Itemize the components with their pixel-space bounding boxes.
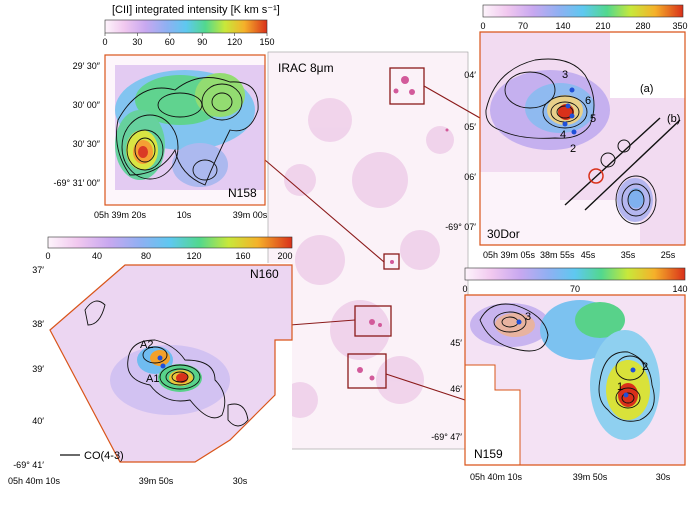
ra-tick: 10s [177, 210, 192, 220]
dec-tick: 29′ 30″ [73, 61, 101, 71]
colorbar-tick: 0 [102, 37, 107, 47]
marker-label: 1 [617, 381, 623, 393]
irac-box-n159 [347, 353, 387, 389]
dec-tick: 37′ [32, 265, 44, 275]
dec-tick: -69° 31′ 00″ [53, 178, 100, 188]
ra-tick: 05h 40m 10s [8, 476, 61, 486]
panel-n160-frame [49, 264, 293, 463]
dec-tick: 30′ 00″ [73, 100, 101, 110]
colorbar-30dor: 0 70 140 210 280 350 [480, 4, 688, 31]
ra-tick: 05h 39m 20s [94, 210, 147, 220]
marker-label: 3 [562, 69, 568, 81]
panel-n158: N158 29′ 30″ 30′ 00″ 30′ 30″ -69° 31′ 00… [53, 54, 268, 220]
colorbar-tick: 0 [45, 251, 50, 261]
ra-tick: 39m 50s [139, 476, 174, 486]
panel-n159-frame [464, 294, 686, 466]
ra-tick: 35s [621, 250, 636, 260]
dec-tick: 30′ 30″ [73, 139, 101, 149]
marker-label: 2 [570, 143, 576, 155]
dec-tick: 38′ [32, 319, 44, 329]
ra-tick: 39m 00s [233, 210, 268, 220]
irac-box-n160 [354, 305, 392, 337]
ra-tick: 30s [656, 472, 671, 482]
panel-n158-name: N158 [228, 186, 257, 200]
colorbar-n160: 0 40 80 120 160 200 [45, 236, 293, 261]
ra-tick: 38m 55s [540, 250, 575, 260]
colorbar-tick: 60 [165, 37, 175, 47]
colorbar-tick: 210 [595, 21, 610, 31]
dec-tick: -69° 41′ [13, 460, 44, 470]
marker-label: 4 [560, 129, 566, 141]
colorbar-n158: [CII] integrated intensity [K km s⁻¹] 0 … [102, 4, 279, 47]
colorbar-tick: 120 [227, 37, 242, 47]
panel-n160-name: N160 [250, 267, 279, 281]
panel-30dor: 3 6 5 4 2 (a) (b) 30Dor 04′ 05′ 06′ -69°… [445, 31, 686, 260]
dec-tick: 46′ [450, 384, 462, 394]
irac-label: IRAC 8μm [278, 61, 334, 75]
panel-n159-name: N159 [474, 447, 503, 461]
ra-tick: 30s [233, 476, 248, 486]
dec-tick: 04′ [464, 70, 476, 80]
colorbar-tick: 40 [92, 251, 102, 261]
dec-tick: 45′ [450, 338, 462, 348]
ra-tick: 25s [661, 250, 676, 260]
colorbar-tick: 140 [672, 284, 687, 294]
cut-label: (a) [640, 83, 653, 95]
panel-n160: A2 A1 N160 CO(4-3) 37′ 38′ 39′ 40′ -69° … [8, 263, 293, 486]
marker-label: 3 [525, 311, 531, 323]
panel-30dor-name: 30Dor [487, 227, 520, 241]
dec-tick: -69° 47′ [431, 432, 462, 442]
dec-tick: 40′ [32, 416, 44, 426]
colorbar-tick: 70 [570, 284, 580, 294]
colorbar-tick: 0 [480, 21, 485, 31]
marker-label: 2 [642, 361, 648, 373]
colorbar-tick: 80 [141, 251, 151, 261]
colorbar-tick: 200 [277, 251, 292, 261]
panel-30dor-frame [479, 31, 686, 246]
dec-tick: 05′ [464, 122, 476, 132]
panel-n158-frame [104, 54, 266, 206]
legend-co: CO(4-3) [84, 450, 124, 462]
colorbar-tick: 30 [132, 37, 142, 47]
ra-tick: 05h 39m 05s [483, 250, 536, 260]
ra-tick: 45s [581, 250, 596, 260]
colorbar-tick: 150 [259, 37, 274, 47]
colorbar-tick: 350 [672, 21, 687, 31]
marker-label: A2 [140, 339, 153, 351]
cut-label: (b) [667, 113, 680, 125]
ra-tick: 39m 50s [573, 472, 608, 482]
irac-map: IRAC 8μm [267, 51, 469, 450]
beam-marker [588, 168, 604, 184]
connector-lines [264, 85, 481, 401]
dec-tick: 39′ [32, 364, 44, 374]
marker-label: 6 [585, 95, 591, 107]
colorbar-tick: 90 [197, 37, 207, 47]
colorbar-tick: 280 [635, 21, 650, 31]
colorbar-tick: 120 [186, 251, 201, 261]
marker-label: 5 [590, 113, 596, 125]
colorbar-tick: 0 [462, 284, 467, 294]
colorbar-tick: 160 [235, 251, 250, 261]
ra-tick: 05h 40m 10s [470, 472, 523, 482]
dec-tick: -69° 07′ [445, 222, 476, 232]
colorbar-n159: 0 70 140 [462, 267, 688, 294]
colorbar-title: [CII] integrated intensity [K km s⁻¹] [112, 4, 280, 16]
cut-lines [564, 117, 681, 211]
colorbar-tick: 70 [518, 21, 528, 31]
dec-tick: 06′ [464, 172, 476, 182]
marker-label: A1 [146, 373, 159, 385]
colorbar-tick: 140 [555, 21, 570, 31]
panel-n159: 3 2 1 N159 45′ 46′ -69° 47′ 05h 40m 10s … [431, 294, 686, 482]
